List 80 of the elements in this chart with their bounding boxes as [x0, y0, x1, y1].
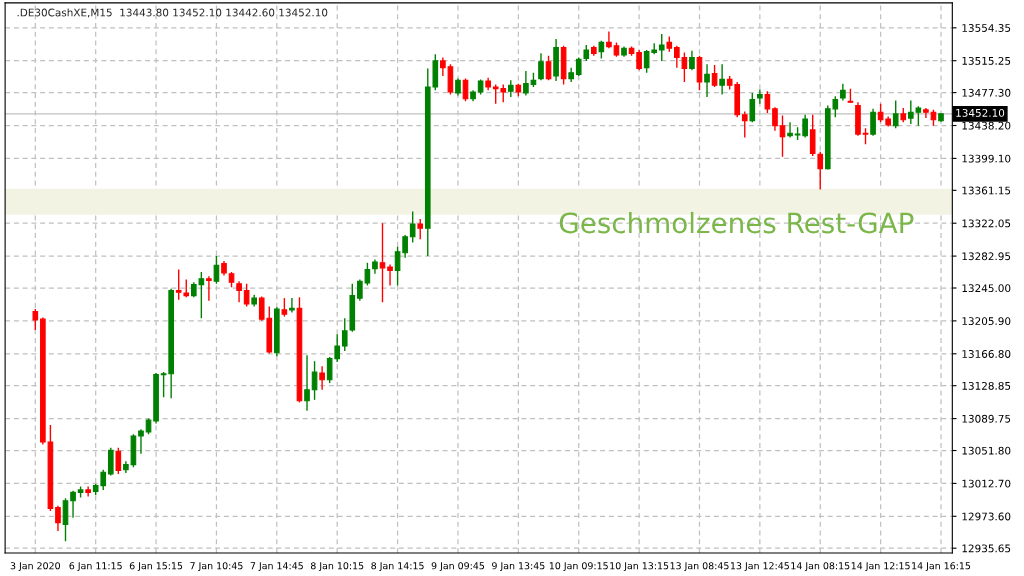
- ref-line-label: 13452.10: [956, 108, 1005, 117]
- x-tick-label: 6 Jan 11:15: [69, 562, 122, 572]
- chart-title: .DE30CashXE,M15 13443.80 13452.10 13442.60 13452.10: [17, 8, 328, 18]
- candlestick: [440, 56, 446, 77]
- y-tick-label: 13477.30: [962, 88, 1011, 97]
- y-tick-label: 13322.05: [962, 219, 1011, 228]
- x-tick-label: 14 Jan 08:15: [791, 562, 850, 572]
- y-tick-label: 13128.85: [962, 381, 1011, 390]
- candlestick: [319, 365, 325, 391]
- y-tick-label: 13438.20: [962, 121, 1011, 130]
- candlestick: [311, 360, 318, 401]
- y-tick-label: 13089.75: [962, 414, 1011, 423]
- candlestick: [387, 263, 393, 287]
- y-tick-label: 12935.65: [962, 544, 1011, 553]
- candlestick: [545, 55, 552, 81]
- candlestick: [70, 490, 76, 519]
- candlestick: [658, 33, 665, 62]
- candlestick: [107, 447, 114, 477]
- candlestick: [772, 106, 778, 132]
- candlestick: [115, 447, 122, 475]
- candlestick: [243, 283, 250, 308]
- x-tick-label: 14 Jan 12:15: [851, 562, 910, 572]
- candlestick: [62, 497, 69, 542]
- candlestick: [711, 64, 718, 88]
- candlestick: [281, 297, 288, 318]
- band-label: Geschmolzenes Rest-GAP: [559, 211, 914, 234]
- x-tick-label: 8 Jan 10:15: [310, 562, 364, 572]
- y-tick-label: 13361.15: [962, 186, 1011, 195]
- x-tick-label: 14 Jan 16:15: [912, 562, 971, 572]
- candlestick: [892, 99, 899, 129]
- candlestick: [741, 110, 748, 139]
- candlestick: [749, 92, 756, 124]
- y-tick-label: 13205.90: [962, 317, 1011, 326]
- x-tick-label: 10 Jan 09:15: [549, 562, 608, 572]
- candlestick: [870, 108, 876, 137]
- x-tick-label: 13 Jan 08:45: [670, 562, 729, 572]
- x-tick-label: 3 Jan 2020: [10, 562, 60, 572]
- y-tick-label: 13282.95: [962, 252, 1011, 261]
- candlestick: [757, 88, 763, 105]
- y-tick-label: 13012.70: [962, 479, 1011, 488]
- candlestick: [379, 222, 386, 304]
- x-tick-label: 10 Jan 13:15: [610, 562, 669, 572]
- x-tick-label: 7 Jan 10:45: [190, 562, 243, 572]
- candlestick: [787, 121, 793, 139]
- candlestick: [538, 52, 544, 81]
- candlestick: [575, 56, 582, 77]
- candlestick: [417, 218, 424, 240]
- y-tick-label: 12973.60: [962, 512, 1011, 521]
- candlestick: [289, 297, 295, 314]
- y-tick-label: 13166.80: [962, 350, 1011, 358]
- candlestick: [817, 151, 824, 191]
- candlestick: [138, 428, 144, 455]
- candlestick: [719, 63, 725, 96]
- candlestick: [523, 70, 529, 97]
- candlestick: [764, 90, 771, 114]
- x-tick-label: 9 Jan 13:45: [492, 562, 545, 572]
- y-tick-label: 13051.80: [962, 446, 1011, 455]
- candlestick: [779, 114, 786, 158]
- candlestick: [206, 275, 212, 302]
- candlestick: [55, 505, 61, 532]
- x-tick-label: 13 Jan 12:45: [731, 562, 789, 572]
- x-tick-label: 8 Jan 14:15: [371, 562, 424, 572]
- candlestick: [689, 50, 695, 71]
- y-tick-label: 13515.25: [962, 56, 1011, 65]
- candlestick: [402, 234, 408, 259]
- x-tick-label: 7 Jan 14:45: [250, 562, 303, 572]
- candlestick: [32, 308, 39, 331]
- x-tick-label: 9 Jan 09:45: [431, 562, 485, 572]
- y-tick-label: 13399.10: [962, 154, 1011, 163]
- x-tick-label: 6 Jan 15:15: [129, 562, 183, 572]
- candlestick: [809, 114, 816, 157]
- candlestick: [636, 49, 642, 71]
- candlestick: [606, 30, 612, 49]
- candlestick: [704, 63, 710, 98]
- y-tick-label: 13554.35: [962, 24, 1011, 32]
- candlestick: [236, 280, 242, 304]
- y-tick-label: 13245.00: [962, 284, 1011, 293]
- candlestick: [394, 246, 401, 287]
- candlestick: [409, 210, 416, 244]
- candlestick: [304, 354, 310, 412]
